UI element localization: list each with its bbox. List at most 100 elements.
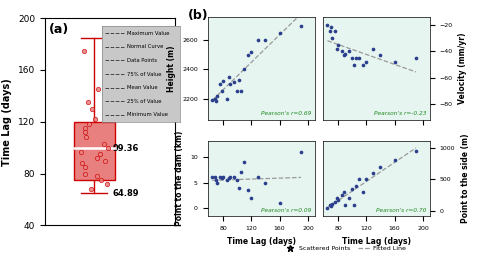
Point	[233, 178, 241, 182]
Point	[326, 29, 334, 33]
Point	[230, 81, 237, 85]
Point	[233, 89, 241, 93]
Point	[94, 156, 102, 160]
Point	[226, 82, 234, 86]
Point	[276, 201, 283, 205]
Point	[76, 149, 84, 154]
Point	[262, 181, 270, 185]
Point	[327, 204, 335, 208]
Point	[297, 149, 305, 154]
Point	[230, 175, 237, 179]
Point	[332, 47, 340, 51]
Text: (a): (a)	[49, 23, 69, 36]
Point	[236, 170, 244, 174]
Point	[359, 190, 367, 194]
Point	[240, 160, 248, 164]
Point	[254, 175, 262, 179]
Y-axis label: Velocity (mm/yr): Velocity (mm/yr)	[458, 33, 468, 104]
Point	[362, 177, 370, 181]
Point	[244, 188, 252, 192]
Point	[297, 24, 305, 28]
Point	[96, 152, 104, 156]
Point	[352, 56, 360, 60]
Point	[84, 100, 92, 104]
Y-axis label: Height (m): Height (m)	[168, 45, 176, 92]
Point	[348, 187, 356, 191]
Point	[334, 198, 342, 202]
Point	[341, 203, 349, 207]
Point	[350, 203, 358, 207]
Point	[344, 49, 352, 53]
Text: Pearson's r=-0.23: Pearson's r=-0.23	[374, 111, 427, 116]
Point	[334, 43, 342, 47]
Point	[352, 184, 360, 188]
Text: Pearson's r=0.09: Pearson's r=0.09	[262, 208, 312, 213]
Point	[330, 29, 338, 33]
Point	[362, 60, 370, 64]
X-axis label: Time Lag (days): Time Lag (days)	[227, 236, 296, 246]
Point	[390, 60, 398, 64]
Point	[390, 158, 398, 162]
Legend: Scattered Points, Fitted Line: Scattered Points, Fitted Line	[282, 243, 408, 253]
Point	[210, 175, 218, 179]
Point	[85, 122, 93, 126]
Point	[214, 181, 222, 185]
Point	[219, 79, 227, 83]
Y-axis label: Time Lag (days): Time Lag (days)	[2, 78, 12, 166]
Point	[208, 175, 216, 179]
Point	[82, 126, 90, 130]
Point	[218, 176, 226, 181]
Point	[219, 175, 227, 179]
Point	[328, 36, 336, 40]
Point	[350, 63, 358, 67]
Point	[370, 171, 378, 175]
Point	[80, 171, 88, 176]
Point	[100, 142, 108, 146]
Point	[218, 89, 226, 93]
Point	[248, 196, 256, 200]
Point	[87, 187, 95, 191]
Point	[97, 178, 105, 182]
Point	[82, 135, 90, 139]
Y-axis label: Point to the side (m): Point to the side (m)	[461, 134, 470, 224]
Point	[104, 182, 112, 186]
Y-axis label: Point to the dam (km): Point to the dam (km)	[176, 131, 184, 226]
Point	[82, 130, 90, 134]
Point	[244, 53, 252, 57]
Point	[91, 117, 99, 121]
Text: Pearson's r=0.70: Pearson's r=0.70	[376, 208, 427, 213]
Point	[236, 89, 244, 93]
Point	[376, 53, 384, 57]
Text: (b): (b)	[188, 9, 208, 22]
Point	[222, 96, 230, 100]
Point	[222, 178, 230, 182]
Point	[412, 56, 420, 60]
Point	[80, 165, 88, 169]
Point	[104, 146, 112, 150]
Point	[216, 82, 224, 86]
Point	[236, 186, 244, 190]
Point	[359, 63, 367, 67]
Point	[340, 53, 347, 57]
Point	[324, 23, 332, 27]
Point	[80, 48, 88, 53]
Point	[88, 107, 96, 111]
Point	[370, 47, 378, 51]
Point	[356, 56, 364, 60]
Point	[212, 178, 220, 182]
Point	[94, 87, 102, 91]
Point	[356, 177, 364, 181]
Text: 64.89: 64.89	[112, 189, 139, 198]
Text: 99.36: 99.36	[112, 144, 139, 153]
Point	[326, 203, 334, 207]
Point	[93, 174, 101, 178]
Point	[324, 206, 332, 210]
Point	[224, 75, 232, 79]
Point	[248, 50, 256, 54]
Point	[341, 52, 349, 56]
Bar	[74, 122, 115, 180]
Point	[208, 98, 216, 102]
Point	[332, 196, 340, 200]
Point	[330, 199, 338, 204]
Point	[376, 164, 384, 169]
